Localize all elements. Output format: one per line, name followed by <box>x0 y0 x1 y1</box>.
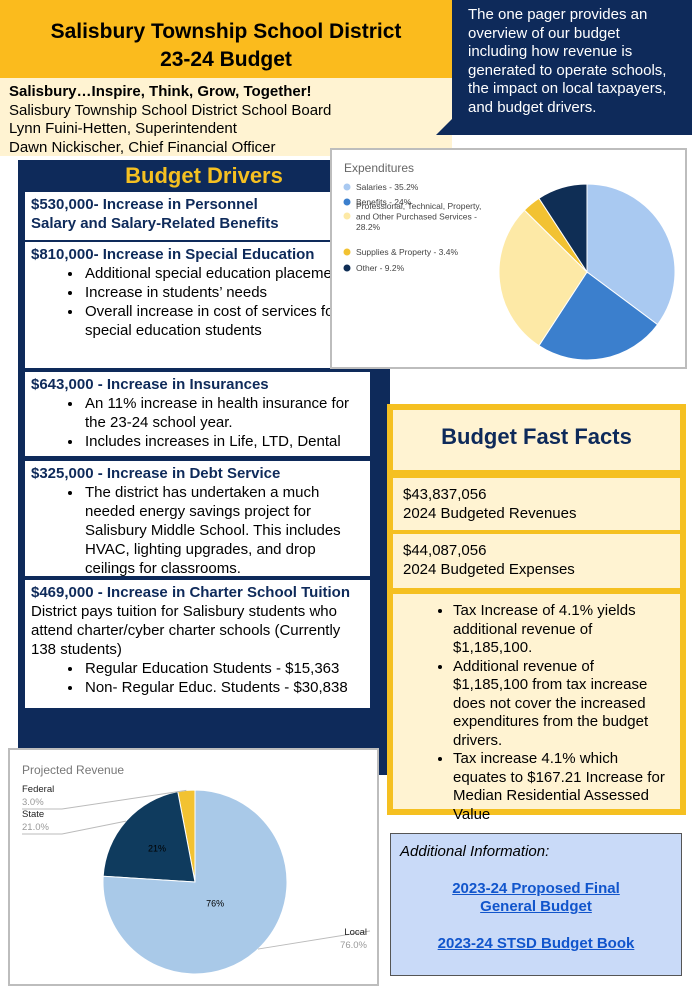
value-label: 3.0% <box>22 797 44 808</box>
legend-dot <box>343 183 351 191</box>
link[interactable]: 2023-24 Proposed Final General Budget <box>452 880 620 915</box>
driver: $469,000 - Increase in Charter School Tu… <box>25 580 370 708</box>
slice-label: State <box>22 809 44 820</box>
fact-bullets: Tax Increase of 4.1% yields additional r… <box>393 594 680 823</box>
slice-label: Local <box>344 927 367 938</box>
bullet: The district has undertaken a much neede… <box>83 483 364 578</box>
expenditures-chart: Expenditures Salaries - 35.2% Benefits - 2… <box>343 161 676 361</box>
inner-label: 21% <box>148 844 166 854</box>
info-title: Additional Information: <box>400 843 550 860</box>
bullet: Tax increase 4.1% which equates to $167.… <box>453 750 672 824</box>
pie-slice <box>102 791 196 883</box>
expenditures-box: Expenditures Salaries - 35.2% Benefits - 2… <box>330 148 687 369</box>
driver: $643,000 - Increase in InsurancesAn 11% … <box>25 372 370 456</box>
pie-slice <box>102 789 288 975</box>
legend-label: Other - 9.2% <box>356 263 405 273</box>
driver-text: District pays tuition for Salisbury stud… <box>31 603 341 658</box>
intro: The one pager provides an overview of ou… <box>452 0 692 135</box>
pie-slice <box>538 271 659 361</box>
list: Additional special education placementsI… <box>31 264 364 340</box>
bullet: Regular Education Students - $15,363 <box>83 659 364 678</box>
driver-heading: Salary and Salary-Related Benefits <box>31 215 279 232</box>
title: 23-24 Budget <box>160 48 292 71</box>
bullet: Additional special education placements <box>83 264 364 283</box>
fact-amount: $43,837,056 <box>403 486 487 503</box>
bullet: Overall increase in cost of services for… <box>83 302 364 340</box>
legend-label: Supplies & Property - 3.4% <box>356 247 458 257</box>
driver-heading: $469,000 - Increase in Charter School Tu… <box>31 584 350 601</box>
bullet: Increase in students’ needs <box>83 283 364 302</box>
inner-label: 76% <box>206 898 224 908</box>
legend-dot <box>343 264 351 272</box>
pie-slice <box>586 183 676 326</box>
list: The district has undertaken a much neede… <box>31 483 364 578</box>
chart-title: Expenditures <box>344 161 414 175</box>
header: Salisbury Township School District 23-24… <box>0 0 452 78</box>
leader-line <box>22 789 187 810</box>
pie-slice <box>538 183 588 274</box>
additional-info: Additional Information: 2023-24 Proposed… <box>390 833 682 976</box>
legend-label: Professional, Technical, Property, and Ot… <box>356 201 481 232</box>
list: An 11% increase in health insurance for … <box>31 394 364 451</box>
motto: Salisbury…Inspire, Think, Grow, Together… <box>9 83 312 100</box>
legend-label: Benefits - 24% <box>356 197 412 207</box>
fact-label: 2024 Budgeted Revenues <box>403 504 577 522</box>
info-line: Lynn Fuini-Hetten, Superintendent <box>9 120 237 137</box>
value-label: 76.0% <box>340 940 367 951</box>
fact: $44,087,056 2024 Budgeted Expenses <box>393 534 680 588</box>
chart-title: Projected Revenue <box>22 763 124 777</box>
title: Salisbury Township School District <box>50 20 402 43</box>
driver-heading: $325,000 - Increase in Debt Service <box>31 465 281 482</box>
driver: $325,000 - Increase in Debt ServiceThe d… <box>25 461 370 578</box>
bullet: Additional revenue of $1,185,100 from ta… <box>453 658 672 751</box>
decor <box>436 119 452 135</box>
revenue-chart: Projected Revenue Federal 3.0%State 21.0% 21… <box>22 763 371 975</box>
legend-dot <box>343 248 351 256</box>
fact: $43,837,056 2024 Budgeted Revenues <box>393 478 680 530</box>
list: Tax Increase of 4.1% yields additional r… <box>403 602 672 824</box>
fact-amount: $44,087,056 <box>403 542 487 559</box>
bullet: Includes increases in Life, LTD, Dental <box>83 432 364 451</box>
driver: $530,000- Increase in Personnel Salary an… <box>25 192 370 240</box>
bullet: Tax Increase of 4.1% yields additional r… <box>453 602 672 658</box>
list: Regular Education Students - $15,363Non-… <box>31 659 364 697</box>
bullet: An 11% increase in health insurance for … <box>83 394 364 432</box>
link[interactable]: 2023-24 STSD Budget Book <box>437 935 635 952</box>
drivers-title: Budget Drivers <box>125 163 283 188</box>
leader-line <box>257 930 371 950</box>
pie-slice <box>498 209 588 347</box>
legend-dot <box>343 212 351 220</box>
info-line: Salisbury Township School District Schoo… <box>9 101 332 119</box>
fast-facts-title: Budget Fast Facts <box>393 410 680 470</box>
slice-label: Federal <box>22 784 54 795</box>
info: Salisbury…Inspire, Think, Grow, Together… <box>0 78 452 156</box>
leader-line <box>22 820 127 835</box>
driver-heading: $530,000- Increase in Personnel <box>31 196 258 213</box>
driver-heading: $643,000 - Increase in Insurances <box>31 376 269 393</box>
info-line: Dawn Nickischer, Chief Financial Officer <box>9 138 276 156</box>
legend-label: Salaries - 35.2% <box>356 182 419 192</box>
driver: $810,000- Increase in Special EducationA… <box>25 242 370 368</box>
fact-label: 2024 Budgeted Expenses <box>403 560 575 578</box>
driver-heading: $810,000- Increase in Special Education <box>31 246 315 263</box>
bullet: Non- Regular Educ. Students - $30,838 <box>83 678 364 697</box>
value-label: 21.0% <box>22 822 49 833</box>
legend-dot <box>343 198 351 206</box>
revenue-box: Projected Revenue Federal 3.0% State 21.0% 21… <box>8 748 379 986</box>
